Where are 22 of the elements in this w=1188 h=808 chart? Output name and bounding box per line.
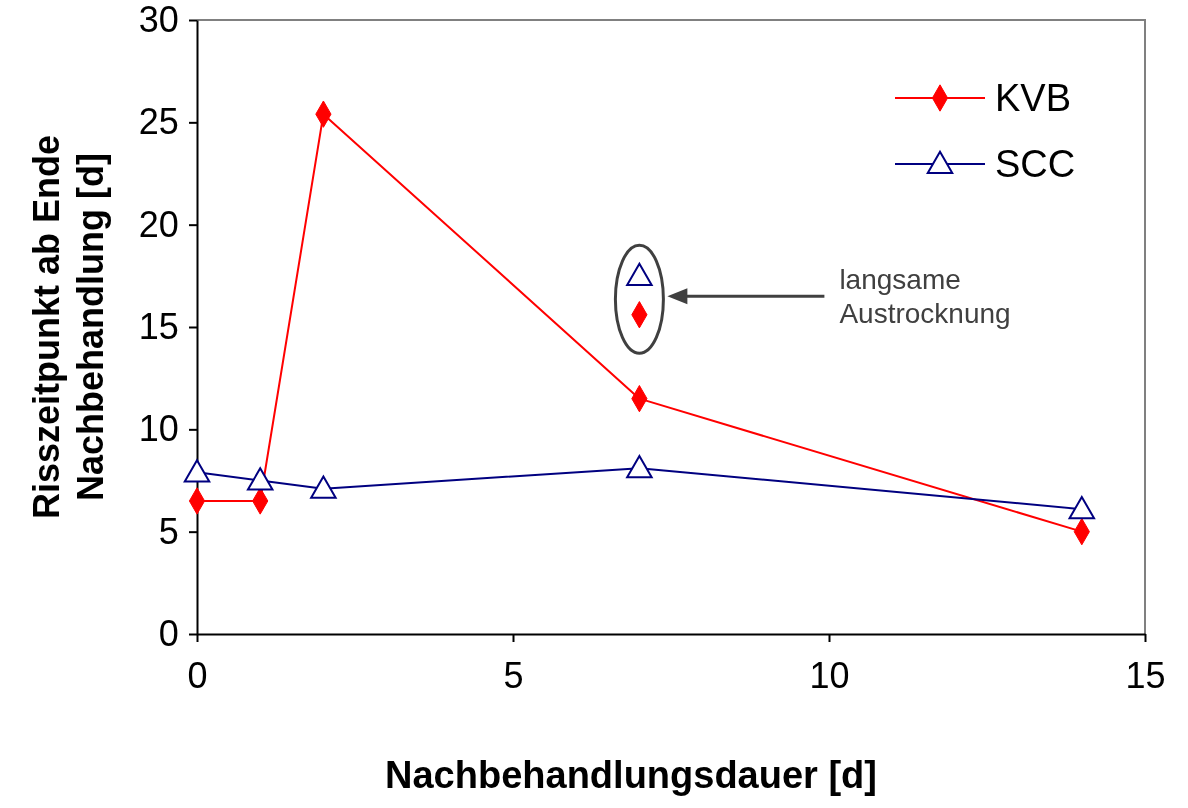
legend-label: KVB (995, 77, 1072, 119)
y-tick-label: 10 (138, 408, 179, 450)
point (310, 475, 337, 499)
x-tick-label: 15 (1125, 655, 1166, 697)
point (1068, 496, 1096, 520)
y-tick-label: 5 (158, 510, 179, 552)
x-tick-label: 0 (187, 655, 208, 697)
annotation: langsame Austrocknung (839, 263, 1011, 329)
legend-label: SCC (995, 143, 1076, 185)
y-tick-label: 30 (138, 0, 179, 41)
x-axis-title: Nachbehandlungsdauer [d] (385, 754, 877, 796)
y-axis-title: Risszeitpunkt ab Ende Nachbehandlung [d] (25, 134, 111, 520)
y-tick-label: 0 (158, 613, 179, 655)
point (626, 455, 653, 479)
x-tick-label: 5 (503, 655, 524, 697)
point (626, 262, 653, 286)
point (183, 459, 211, 483)
x-tick-label: 10 (809, 655, 850, 697)
point (246, 467, 274, 491)
y-tick-label: 15 (138, 306, 179, 348)
y-tick-label: 20 (138, 203, 179, 245)
y-tick-label: 25 (138, 101, 179, 143)
